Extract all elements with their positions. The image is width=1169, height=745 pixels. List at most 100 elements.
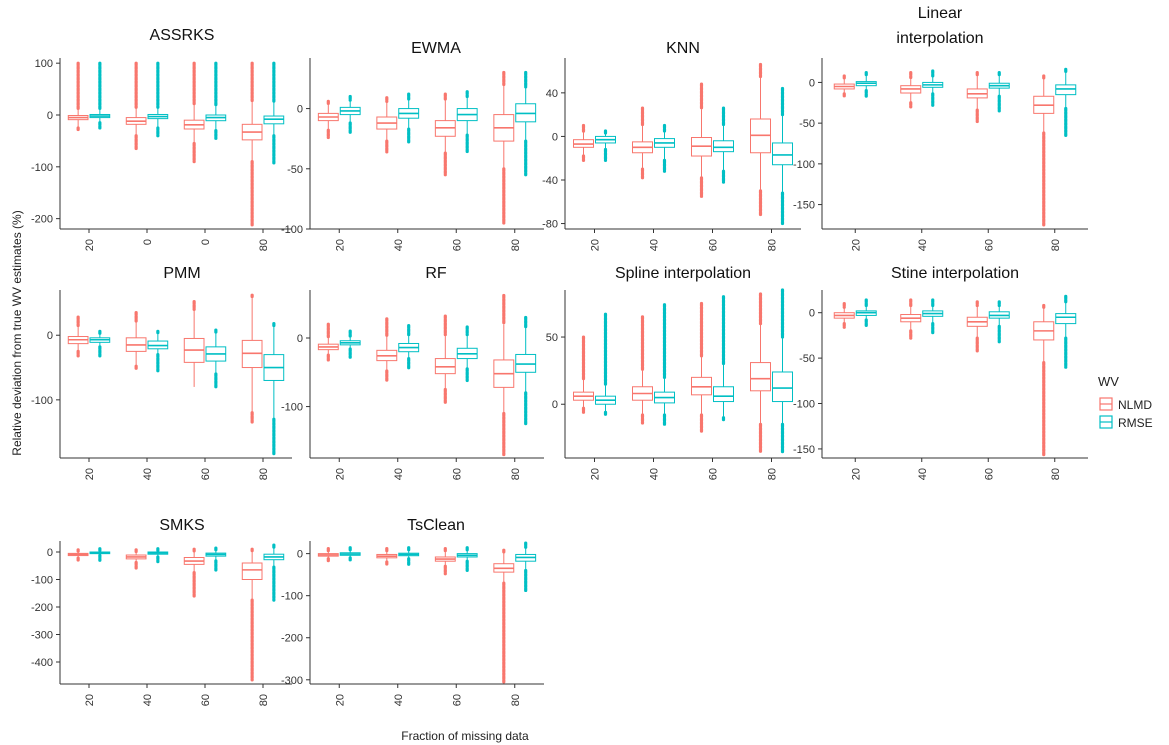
box-rmse (263, 543, 285, 602)
x-tick-label: 60 (983, 468, 995, 480)
box-rmse (205, 61, 227, 140)
box-rmse (339, 546, 361, 563)
panel-5: PMM 0 -100 20 40 60 80 (31, 265, 292, 480)
panel-title: Spline interpolation (615, 265, 751, 282)
box-nlmd (125, 61, 147, 151)
y-tick-label: -200 (281, 633, 303, 645)
y-tick-label: -100 (31, 395, 53, 407)
legend-label-nlmd: NLMD (1118, 398, 1152, 412)
box-rmse (89, 61, 111, 130)
box-nlmd (183, 300, 205, 387)
y-tick-label: -400 (31, 657, 53, 669)
box-rmse (263, 322, 285, 457)
x-tick-label: 40 (393, 468, 405, 480)
y-tick-label: 0 (552, 131, 558, 143)
x-tick-label: 80 (767, 239, 779, 251)
box-rmse (1055, 67, 1077, 137)
box-nlmd (67, 548, 89, 562)
y-tick-label: -100 (281, 591, 303, 603)
box-nlmd (376, 317, 398, 383)
x-tick-label: 80 (258, 694, 270, 706)
box-nlmd (573, 123, 594, 162)
x-tick-label: 20 (850, 239, 862, 251)
y-tick-label: 50 (546, 332, 558, 344)
box-rmse (654, 303, 675, 426)
y-tick-label: 0 (297, 104, 303, 116)
box-nlmd (1033, 74, 1055, 227)
x-tick-label: 40 (142, 694, 154, 706)
x-tick-label: 40 (917, 239, 929, 251)
y-tick-label: -200 (31, 602, 53, 614)
x-tick-label: 60 (708, 239, 720, 251)
y-axis-label: Relative deviation from true WV estimate… (10, 210, 24, 455)
y-tick-label: 0 (809, 77, 815, 89)
box-body (1055, 84, 1077, 96)
y-tick-label: 0 (47, 547, 53, 559)
box-body (241, 562, 263, 580)
box-rmse (456, 325, 478, 383)
box-body (772, 371, 793, 403)
y-tick-label: 0 (47, 330, 53, 342)
panel-title-line: interpolation (896, 30, 983, 47)
box-nlmd (493, 70, 515, 225)
y-tick-label: -100 (793, 399, 815, 411)
x-tick-label: 20 (84, 239, 96, 251)
box-rmse (654, 123, 675, 173)
x-tick-label: 20 (334, 694, 346, 706)
y-tick-label: -80 (542, 219, 558, 231)
box-nlmd (966, 71, 988, 124)
box-rmse (147, 61, 169, 138)
y-tick-label: -40 (542, 175, 558, 187)
box-nlmd (183, 61, 205, 164)
box-nlmd (833, 74, 855, 99)
box-rmse (515, 70, 537, 177)
box-nlmd (376, 546, 398, 567)
x-tick-label: 40 (142, 468, 154, 480)
box-nlmd (900, 298, 922, 340)
x-tick-label: 20 (334, 239, 346, 251)
box-rmse (855, 298, 877, 328)
box-nlmd (493, 293, 515, 457)
panel-4: Linear interpolation 0 -50 -100 -150 20 40 60 80 (793, 5, 1088, 251)
y-tick-label: -200 (31, 214, 53, 226)
box-rmse (205, 328, 227, 389)
box-rmse (89, 329, 111, 358)
panel-title: SMKS (159, 517, 204, 534)
x-tick-label: 60 (451, 468, 463, 480)
x-axis-label: Fraction of missing data (401, 729, 529, 743)
panel-title: RF (425, 265, 447, 282)
x-tick-label: 60 (983, 239, 995, 251)
box-rmse (855, 71, 877, 99)
box-rmse (713, 295, 734, 422)
box-rmse (922, 69, 944, 107)
x-tick-label: 80 (767, 468, 779, 480)
box-rmse (398, 546, 420, 567)
legend-title: WV (1098, 374, 1119, 389)
x-tick-label: 80 (510, 694, 522, 706)
y-tick-label: 0 (47, 110, 53, 122)
y-tick-label: -300 (31, 630, 53, 642)
box-rmse (595, 312, 616, 417)
box-rmse (988, 300, 1010, 344)
box-nlmd (493, 548, 515, 684)
x-tick-label: 80 (1050, 239, 1062, 251)
box-nlmd (434, 546, 456, 576)
x-tick-label: 20 (84, 694, 96, 706)
panel-1: ASSRKS 100 0 -100 -200 20 0 0 80 (31, 27, 292, 251)
box-rmse (988, 71, 1010, 113)
box-nlmd (317, 546, 339, 564)
box-nlmd (632, 315, 653, 425)
y-tick-label: 100 (35, 58, 53, 70)
box-nlmd (183, 547, 205, 598)
box-nlmd (376, 96, 398, 154)
panel-10: TsClean 0 -100 -200 -300 20 40 60 80 (281, 517, 544, 706)
panel-title-line: Linear (918, 5, 963, 22)
x-tick-label: 40 (393, 694, 405, 706)
panels-layer: ASSRKS 100 0 -100 -200 20 0 0 80 EWMA 0 -50 -100 20 40… (31, 5, 1088, 706)
box-rmse (263, 61, 285, 166)
panel-title: Stine interpolation (891, 265, 1019, 282)
x-tick-label: 60 (451, 239, 463, 251)
box-nlmd (573, 335, 594, 414)
box-rmse (339, 329, 361, 359)
box-nlmd (67, 61, 89, 132)
